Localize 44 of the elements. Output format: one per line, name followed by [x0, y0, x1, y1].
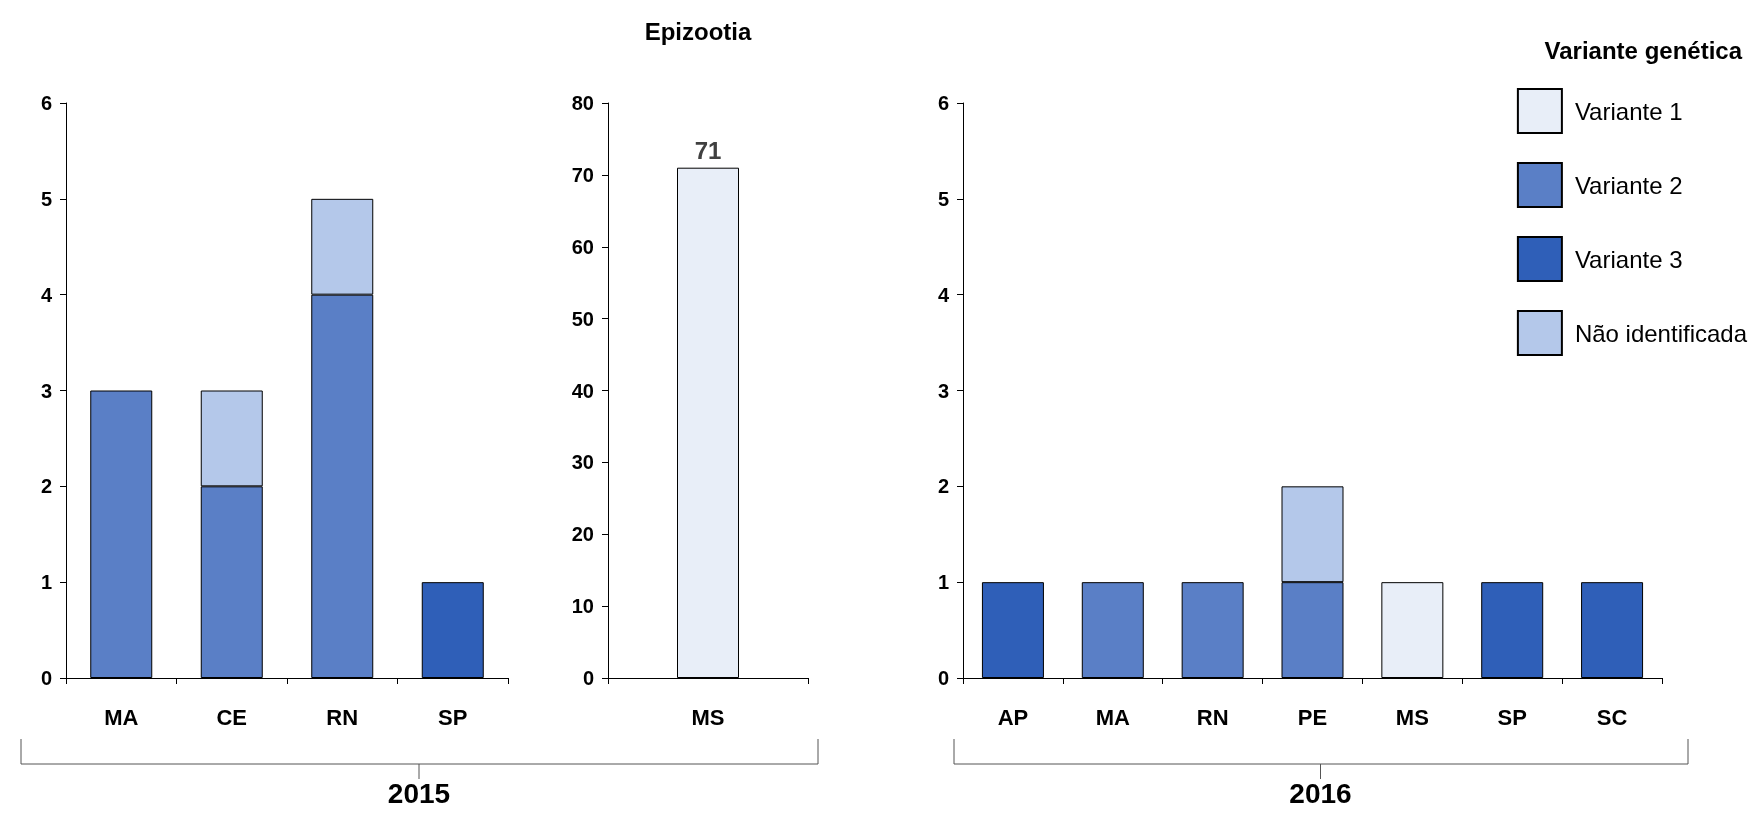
y-tick-label: 4 — [40, 283, 53, 306]
x-tick-label: RN — [1196, 704, 1229, 730]
y-tick-label: 20 — [571, 523, 594, 546]
y-tick-label: 10 — [571, 595, 594, 618]
y-tick-label: 5 — [937, 187, 949, 210]
legend-title: Variante genética — [1544, 36, 1743, 64]
y-tick-label: 6 — [40, 92, 52, 114]
x-tick-label: MA — [104, 704, 139, 730]
y-tick-label: 60 — [571, 235, 594, 258]
x-tick-label: AP — [997, 704, 1029, 730]
data-label: 71 — [694, 137, 722, 165]
y-tick-label: 70 — [571, 163, 594, 186]
y-tick-label: 80 — [571, 92, 594, 114]
x-axis-title: 2015 — [386, 778, 452, 810]
legend-label: Variante 3 — [1574, 245, 1683, 273]
x-tick-label: MA — [1095, 704, 1130, 730]
y-tick-label: 2 — [40, 475, 52, 498]
y-tick-label: 3 — [40, 379, 52, 402]
y-tick-label: 2 — [937, 475, 949, 498]
x-tick-label: MS — [1395, 704, 1429, 730]
legend-label: Variante 1 — [1574, 97, 1683, 125]
y-tick-label: 4 — [937, 283, 950, 306]
y-tick-label: 0 — [40, 667, 52, 689]
y-tick-label: 5 — [40, 187, 52, 210]
x-tick-label: SP — [438, 704, 468, 730]
y-tick-label: 50 — [571, 307, 594, 330]
legend-label: Variante 2 — [1574, 171, 1683, 199]
y-tick-label: 6 — [937, 92, 949, 114]
y-tick-label: 30 — [571, 451, 594, 474]
x-tick-label: CE — [216, 704, 248, 730]
x-tick-label: MS — [691, 704, 725, 730]
x-axis-title: 2016 — [1288, 778, 1353, 810]
y-tick-label: 1 — [937, 571, 949, 594]
y-tick-label: 1 — [40, 571, 52, 594]
legend-label: Não identificada — [1574, 319, 1748, 347]
y-tick-label: 0 — [582, 667, 594, 689]
x-tick-label: PE — [1297, 704, 1328, 730]
chart-title: Epizootia — [644, 17, 752, 45]
x-tick-label: RN — [326, 704, 359, 730]
y-tick-label: 3 — [937, 379, 949, 402]
y-tick-label: 0 — [937, 667, 949, 689]
x-tick-label: SP — [1497, 704, 1527, 730]
x-tick-label: SC — [1596, 704, 1628, 730]
y-tick-label: 40 — [571, 379, 594, 402]
